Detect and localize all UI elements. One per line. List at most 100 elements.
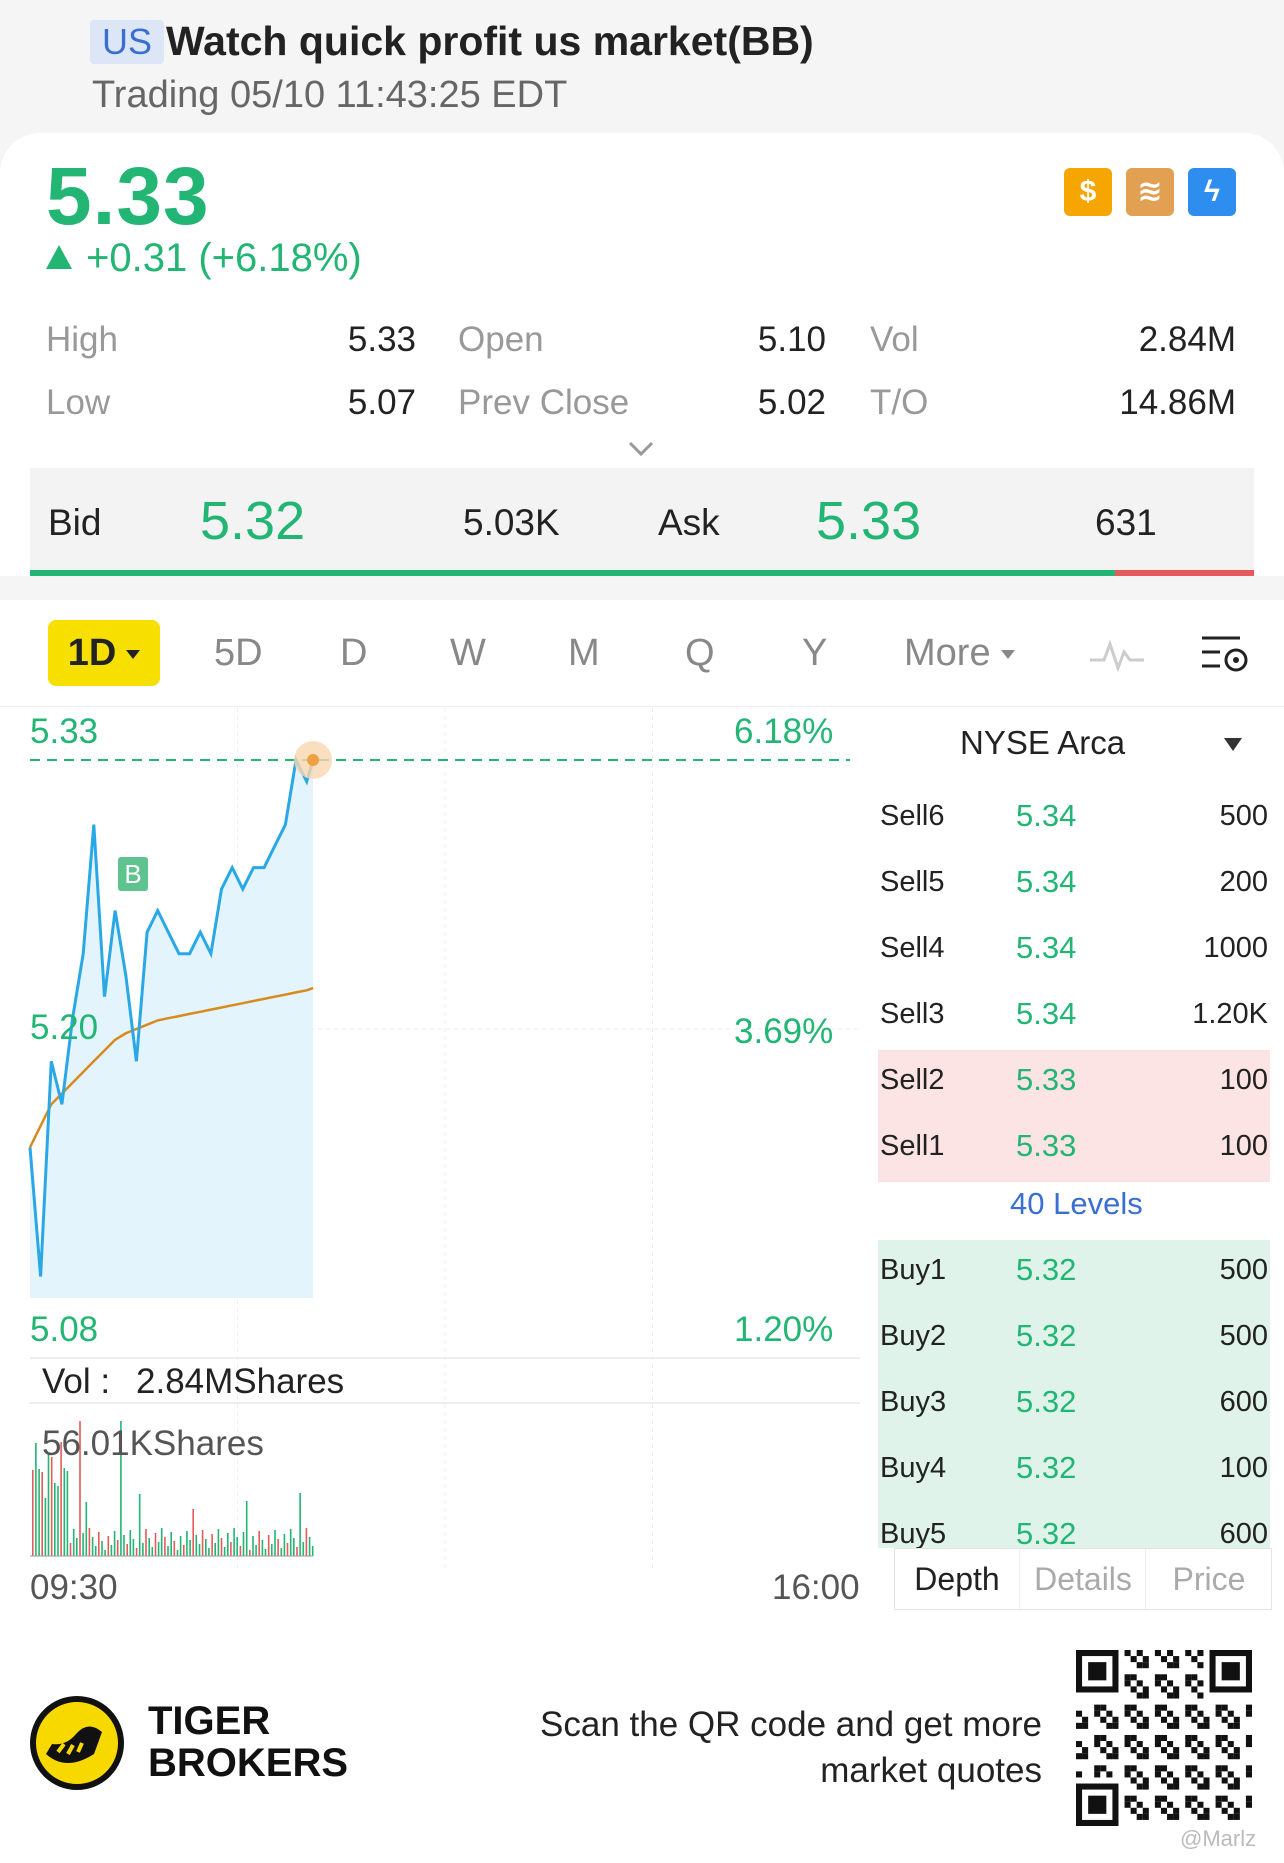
tab-details[interactable]: Details	[1019, 1549, 1146, 1609]
lightning-icon[interactable]: ϟ	[1188, 168, 1236, 216]
tab-depth[interactable]: Depth	[914, 1561, 1000, 1597]
tab-w[interactable]: W	[450, 632, 486, 674]
chart-settings-icon[interactable]	[1200, 632, 1250, 676]
exchange-select[interactable]: NYSE Arca	[960, 724, 1126, 761]
order-size: 200	[1219, 866, 1268, 898]
volume-bar	[208, 1548, 210, 1556]
volume-bar	[151, 1547, 154, 1556]
volume-bar	[286, 1543, 289, 1556]
tab-more[interactable]: More	[904, 632, 1015, 675]
indicator-icon[interactable]	[1090, 634, 1144, 674]
price-change: +0.31 (+6.18%)	[46, 236, 362, 281]
buy-row[interactable]: Buy2 5.32 500	[878, 1306, 1270, 1372]
volume-bar	[145, 1529, 147, 1556]
time-end: 16:00	[772, 1568, 860, 1607]
order-label: Sell4	[880, 932, 945, 964]
dollar-icon[interactable]: $	[1064, 168, 1112, 216]
volume-bar	[132, 1539, 135, 1556]
footer	[0, 1640, 1284, 1863]
buy-row[interactable]: Buy5 5.32 600	[878, 1504, 1270, 1548]
sell-row[interactable]: Sell3 5.34 1.20K	[878, 984, 1270, 1050]
order-size: 600	[1219, 1518, 1268, 1548]
chevron-down-icon[interactable]	[628, 436, 654, 462]
stat-prev-value: 5.02	[757, 383, 826, 422]
volume-bar	[148, 1538, 150, 1556]
volume-bar	[217, 1529, 220, 1556]
order-price: 5.32	[1016, 1516, 1077, 1548]
current-point	[307, 754, 320, 766]
volume-bar	[44, 1498, 47, 1556]
intraday-chart[interactable]	[0, 708, 870, 1608]
buy-row[interactable]: Buy4 5.32 100	[878, 1438, 1270, 1504]
buy-row[interactable]: Buy3 5.32 600	[878, 1372, 1270, 1438]
ask-label: Ask	[658, 502, 720, 543]
order-size: 600	[1219, 1386, 1268, 1418]
price-change-text: +0.31 (+6.18%)	[86, 236, 362, 280]
vol-label: Vol :	[42, 1362, 111, 1401]
tab-price[interactable]: Price	[1145, 1549, 1272, 1609]
tab-d[interactable]: D	[340, 632, 368, 674]
qr-code[interactable]	[1076, 1650, 1252, 1826]
volume-bar	[186, 1531, 188, 1556]
caret-down-icon[interactable]	[1224, 738, 1242, 751]
avg-price-line	[28, 986, 314, 1148]
order-size: 1000	[1203, 932, 1268, 964]
volume-bar	[299, 1493, 301, 1556]
sell-row[interactable]: Sell6 5.34 500	[878, 786, 1270, 852]
order-price: 5.33	[1016, 1128, 1077, 1163]
volume-bar	[164, 1537, 166, 1556]
volume-bar	[173, 1541, 176, 1556]
trading-status: Trading 05/10 11:43:25 EDT	[92, 74, 568, 116]
volume-bar	[274, 1530, 276, 1556]
order-label: Buy1	[880, 1254, 947, 1286]
sell-row[interactable]: Sell1 5.33 100	[878, 1116, 1270, 1182]
order-label: Buy5	[880, 1518, 947, 1548]
volume-bar	[183, 1545, 185, 1556]
order-price: 5.34	[1016, 864, 1077, 899]
sell-row[interactable]: Sell5 5.34 200	[878, 852, 1270, 918]
volume-bar	[296, 1547, 298, 1556]
volume-bar	[54, 1483, 56, 1556]
stack-icon[interactable]: ≋	[1126, 168, 1174, 216]
up-arrow-icon	[46, 245, 72, 269]
stat-vol-label: Vol	[870, 320, 919, 359]
volume-bar	[277, 1539, 279, 1556]
volume-bar	[82, 1533, 84, 1556]
qr-caption: Scan the QR code and get more market quo…	[540, 1702, 1042, 1794]
order-label: Sell1	[880, 1130, 945, 1162]
buy-marker[interactable]: B	[118, 857, 148, 891]
volume-bar	[271, 1544, 273, 1556]
volume-bar	[60, 1442, 62, 1556]
volume-bar	[94, 1546, 97, 1556]
volume-bar	[107, 1536, 110, 1556]
y-axis-mid: 5.20	[30, 1008, 99, 1047]
volume-bar	[76, 1538, 78, 1556]
volume-bar	[289, 1529, 292, 1556]
volume-bar	[47, 1454, 50, 1556]
tab-m[interactable]: M	[568, 632, 600, 674]
sell-row[interactable]: Sell4 5.34 1000	[878, 918, 1270, 984]
bid-price: 5.32	[200, 491, 306, 551]
tab-y[interactable]: Y	[802, 632, 828, 674]
order-label: Sell5	[880, 866, 945, 898]
stat-to-value: 14.86M	[1119, 383, 1236, 422]
volume-bar	[167, 1546, 169, 1556]
volume-bar	[245, 1501, 248, 1556]
sell-row[interactable]: Sell2 5.33 100	[878, 1050, 1270, 1116]
volume-bar	[35, 1443, 37, 1556]
caret-down-icon	[1000, 650, 1015, 659]
tab-1d[interactable]: 1D	[48, 620, 160, 686]
volume-bar	[179, 1536, 182, 1556]
tab-q[interactable]: Q	[685, 632, 715, 674]
volume-bar	[170, 1532, 172, 1556]
buy-row[interactable]: Buy1 5.32 500	[878, 1240, 1270, 1306]
tab-5d[interactable]: 5D	[214, 632, 263, 674]
order-price: 5.34	[1016, 798, 1077, 833]
volume-bar	[302, 1542, 305, 1556]
levels-link[interactable]: 40 Levels	[1010, 1186, 1143, 1221]
volume-bars	[30, 1421, 314, 1557]
price-line	[28, 755, 315, 1277]
volume-bar	[176, 1550, 179, 1556]
page-title: Watch quick profit us market(BB)	[166, 18, 814, 64]
volume-bar	[72, 1529, 75, 1556]
